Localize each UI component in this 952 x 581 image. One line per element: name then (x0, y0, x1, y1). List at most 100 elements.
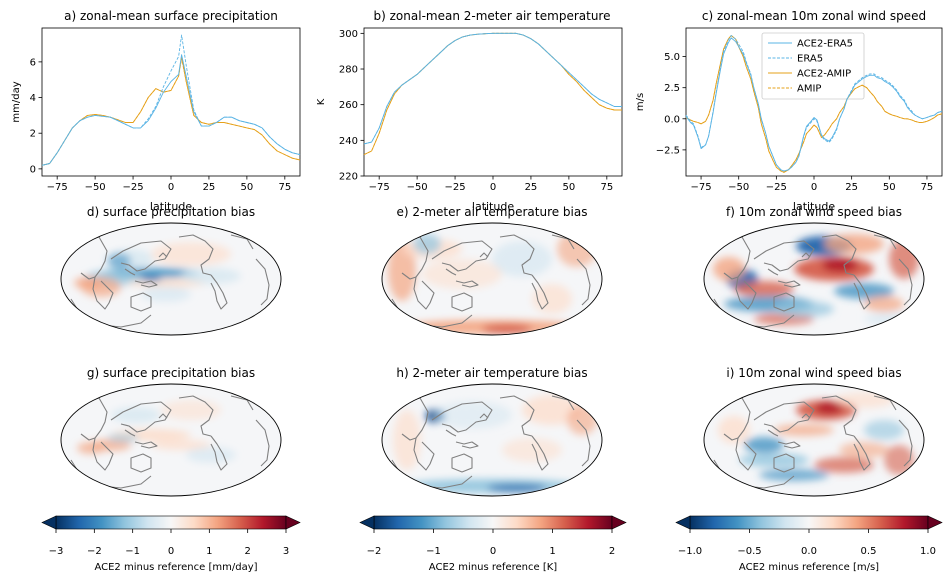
map-f-title: f) 10m zonal wind speed bias (726, 205, 902, 219)
map-outline (60, 383, 282, 497)
map-panel (381, 222, 603, 336)
bias-region (834, 392, 894, 408)
map-outline (381, 222, 603, 336)
bias-region (492, 241, 552, 277)
bias-region (884, 445, 914, 475)
bias-region (141, 286, 191, 302)
map-outline (381, 383, 603, 497)
coastline (735, 276, 757, 310)
bias-region (734, 281, 794, 297)
coastline (753, 401, 815, 433)
legend-label-ace2-era5: ACE2-ERA5 (797, 39, 853, 50)
ytick-label: 240 (339, 136, 358, 147)
colorbar-temp-label: ACE2 minus reference [K] (429, 562, 557, 573)
map-e-title: e) 2-meter air temperature bias (397, 205, 588, 219)
coastline (499, 395, 535, 437)
colorbar-tick-label: 0.0 (801, 546, 817, 557)
xtick-label: −50 (407, 182, 428, 193)
bias-region (502, 438, 562, 462)
bias-region (107, 434, 139, 442)
series-line-era5 (685, 35, 943, 172)
coastline (451, 292, 473, 312)
xtick-label: −25 (445, 182, 466, 193)
bias-region (107, 253, 131, 269)
series-line-era5 (363, 32, 622, 145)
xtick-label: −25 (123, 182, 144, 193)
xtick-label: 0 (168, 182, 174, 193)
map-panel (60, 222, 282, 336)
colorbar-tick-label: −3 (49, 546, 64, 557)
coastline (431, 401, 493, 433)
map-outline (703, 383, 925, 497)
coastline (455, 280, 479, 288)
panel-a-title: a) zonal-mean surface precipitation (64, 9, 278, 23)
colorbar-tick-label: 1.0 (920, 546, 936, 557)
colorbar-precip-label: ACE2 minus reference [mm/day] (94, 562, 257, 573)
legend: ACE2-ERA5 ERA5 ACE2-AMIP AMIP (761, 32, 865, 100)
coastline (445, 429, 457, 437)
bias-region (864, 296, 904, 312)
coastline (130, 453, 152, 473)
colorbar-tick-label: 2 (609, 546, 615, 557)
colorbar-tick-label: 1 (549, 546, 555, 557)
coastline (134, 441, 158, 449)
coastline (130, 292, 152, 312)
coastline (178, 234, 214, 276)
bias-region (522, 395, 582, 425)
bias-region (864, 420, 904, 440)
legend-box (761, 32, 865, 100)
coastline (853, 274, 871, 310)
ytick-label: 260 (339, 100, 358, 111)
bias-region (181, 268, 241, 284)
bias-region (161, 400, 221, 420)
map-g-title: g) surface precipitation bias (87, 366, 255, 380)
colorbar-tick-label: 0 (168, 546, 174, 557)
coastline (158, 413, 168, 419)
map-h-title: h) 2-meter air temperature bias (396, 366, 587, 380)
coastline (767, 429, 779, 437)
coastline (455, 441, 479, 449)
coastline (124, 268, 136, 276)
bias-region (151, 242, 231, 266)
ytick-label: 280 (339, 65, 358, 76)
coastline (178, 395, 214, 437)
coastline (210, 435, 228, 471)
coastline (898, 258, 913, 306)
xtick-label: 0 (811, 182, 817, 193)
bias-region (822, 258, 858, 272)
coastline (479, 252, 489, 258)
xtick-label: 50 (563, 182, 576, 193)
coastline (773, 292, 795, 312)
colorbar-temp: ACE2 minus reference [K] (359, 515, 627, 573)
coastline (134, 280, 158, 288)
colorbar-tick-label: 0.5 (861, 546, 877, 557)
bias-region (413, 234, 441, 254)
bias-region (713, 257, 745, 281)
legend-label-amip: AMIP (797, 84, 821, 95)
colorbar-tick-label: 2 (244, 546, 250, 557)
coastline (576, 258, 591, 306)
xtick-label: 25 (203, 182, 216, 193)
bias-region (532, 284, 572, 314)
coastline (110, 240, 172, 272)
bias-region (393, 410, 421, 470)
xtick-label: −75 (47, 182, 68, 193)
coastline (210, 274, 228, 310)
panel-b-title: b) zonal-mean 2-meter air temperature (374, 9, 611, 23)
coastline (499, 234, 535, 276)
xtick-label: −75 (691, 182, 712, 193)
colorbar-wind-label: ACE2 minus reference [m/s] (739, 562, 879, 573)
xtick-label: −50 (728, 182, 749, 193)
coastline (801, 413, 811, 419)
bias-region (744, 437, 784, 453)
ytick-label: 2 (30, 129, 36, 140)
colorbar-tick-label: −2 (87, 546, 102, 557)
coastline (767, 268, 779, 276)
bias-region (111, 407, 161, 423)
panel-c-ylabel: m/s (635, 93, 646, 111)
coastline (576, 419, 591, 467)
xtick-label: 0 (490, 182, 496, 193)
coastline (124, 429, 136, 437)
ytick-label: 4 (30, 93, 36, 104)
